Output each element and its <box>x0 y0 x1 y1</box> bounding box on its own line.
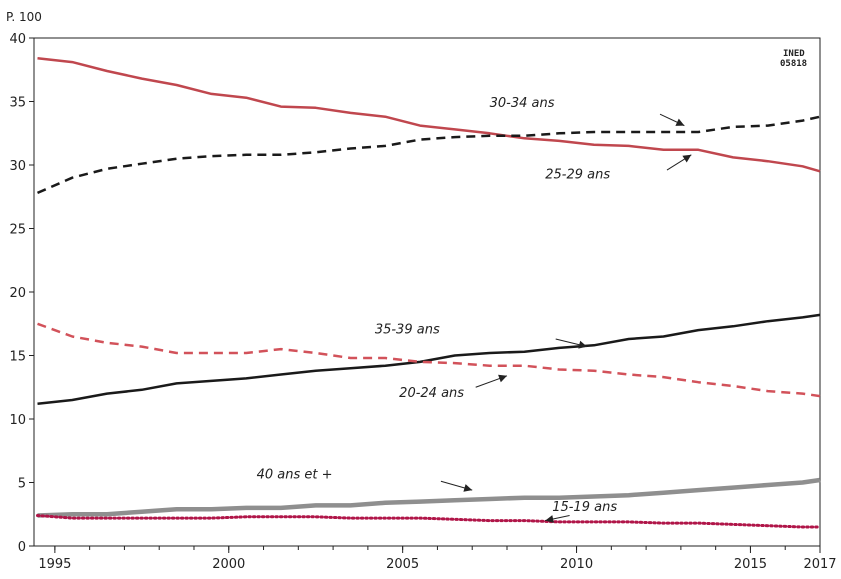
series-line-20-24-ans <box>37 322 821 398</box>
label-pointer-arrowhead <box>675 118 685 126</box>
x-tick-label: 2017 <box>803 557 836 572</box>
y-tick-label: 15 <box>9 350 26 365</box>
series-label-20-24-ans: 20-24 ans <box>399 386 464 401</box>
x-tick-label: 2010 <box>560 557 593 572</box>
label-pointer-arrowhead <box>545 515 554 523</box>
x-tick-label: 2015 <box>734 557 767 572</box>
series-label-30-34-ans: 30-34 ans <box>490 96 555 111</box>
series-lines <box>36 57 822 529</box>
y-axis-ticks: 0 5 10 15 20 25 30 35 40 <box>9 32 34 555</box>
series-line-25-29-ans <box>37 57 821 173</box>
x-tick-label: 2005 <box>386 557 419 572</box>
series-line-40-ans-et <box>37 477 821 518</box>
x-tick-label: 1995 <box>38 557 71 572</box>
y-tick-label: 40 <box>9 32 26 47</box>
y-tick-label: 10 <box>9 413 26 428</box>
label-pointer-arrowhead <box>682 154 692 163</box>
series-label-35-39-ans: 35-39 ans <box>375 322 440 337</box>
y-tick-label: 20 <box>9 286 26 301</box>
series-label-40-ans-et: 40 ans et + <box>257 468 333 483</box>
y-tick-label: 35 <box>9 96 26 111</box>
plot-frame <box>33 37 821 547</box>
series-labels: 30-34 ans 25-29 ans 35-39 ans 20-24 ans 40 a… <box>257 96 692 523</box>
axes <box>33 37 821 547</box>
series-line-30-34-ans <box>36 115 821 195</box>
x-tick-label: 2000 <box>212 557 245 572</box>
y-tick-label: 30 <box>9 159 26 174</box>
series-label-15-19-ans: 15-19 ans <box>552 500 617 515</box>
label-pointer-arrowhead <box>463 484 473 492</box>
x-axis-ticks: 1995 2000 2005 2010 2015 2017 <box>38 546 837 572</box>
y-tick-label: 25 <box>9 223 26 238</box>
series-label-25-29-ans: 25-29 ans <box>545 167 610 182</box>
y-tick-label: 5 <box>18 477 26 492</box>
ined-badge-line1: INED <box>783 49 805 59</box>
label-pointer-arrowhead <box>578 340 587 349</box>
ined-badge-line2: 05818 <box>780 59 807 69</box>
unit-label: P. 100 <box>6 10 42 24</box>
series-line-35-39-ans <box>37 313 821 406</box>
series-line-15-19-ans <box>36 514 822 529</box>
label-pointer-arrowhead <box>498 374 507 383</box>
y-tick-label: 0 <box>18 540 26 555</box>
